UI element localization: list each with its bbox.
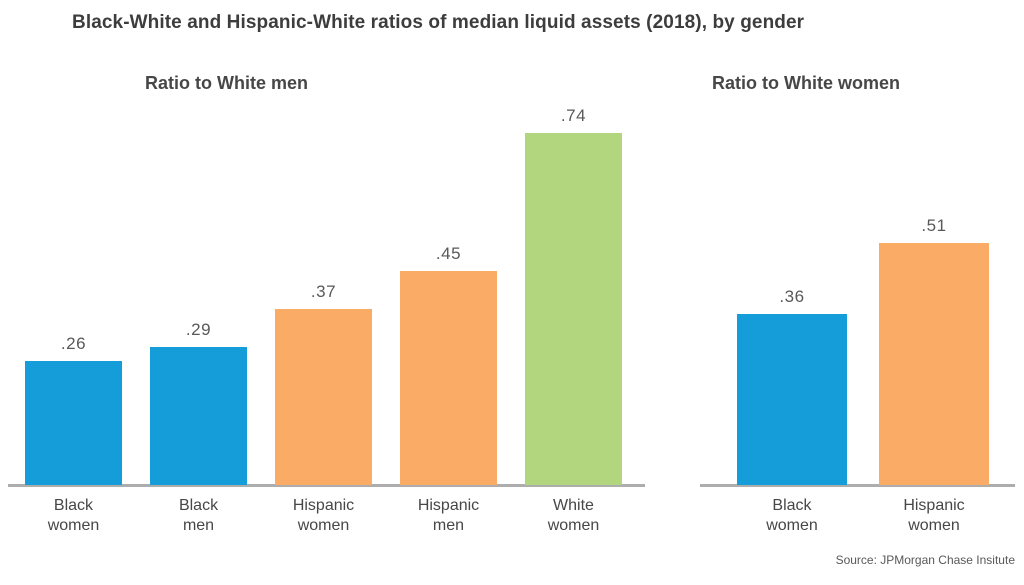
bar-zone: .36 <box>724 105 860 485</box>
category-label: Black women <box>47 497 100 534</box>
bar-group: .51 Hispanic women <box>866 105 1002 536</box>
bar-group: .74 White women <box>512 105 635 536</box>
bar-group: .29 Black men <box>137 105 260 536</box>
bar-value-label: .37 <box>310 282 337 301</box>
bar-plot-ratio-to-white-men: .26 Black women .29 Black men .37 Hispanic wo… <box>8 105 645 540</box>
bar-plot-ratio-to-white-women: .36 Black women .51 Hispanic women <box>700 105 1015 540</box>
category-label: White women <box>547 497 600 534</box>
category-label: Black women <box>766 497 818 534</box>
category-label: Black men <box>178 497 219 534</box>
bar-zone: .37 <box>262 105 385 485</box>
category-label: Hispanic women <box>292 497 355 534</box>
bar-group: .45 Hispanic men <box>387 105 510 536</box>
bar-value-label: .74 <box>560 106 587 125</box>
x-axis-line <box>700 484 1015 487</box>
bar <box>25 361 122 485</box>
bar-value-label: .26 <box>60 334 87 353</box>
chart-title: Black-White and Hispanic-White ratios of… <box>72 12 805 33</box>
bar-value-label: .36 <box>779 287 805 306</box>
bar-group: .37 Hispanic women <box>262 105 385 536</box>
bar <box>525 133 622 485</box>
bar <box>400 271 497 485</box>
bar-value-label: .29 <box>185 320 212 339</box>
bar-zone: .51 <box>866 105 1002 485</box>
bar <box>879 243 989 485</box>
bar-group: .36 Black women <box>724 105 860 536</box>
category-label: Hispanic men <box>417 497 480 534</box>
panel-title-ratio-to-white-men: Ratio to White men <box>145 73 308 93</box>
bar <box>737 314 847 485</box>
category-label: Hispanic women <box>903 497 965 534</box>
bar-value-label: .45 <box>435 244 462 263</box>
bar-group: .26 Black women <box>12 105 135 536</box>
bar-zone: .45 <box>387 105 510 485</box>
bar <box>150 347 247 485</box>
panel-title-ratio-to-white-women: Ratio to White women <box>712 73 900 93</box>
bar-zone: .74 <box>512 105 635 485</box>
bar-zone: .29 <box>137 105 260 485</box>
bar-value-label: .51 <box>921 216 947 235</box>
source-note: Source: JPMorgan Chase Insitute <box>835 553 1015 567</box>
bar-zone: .26 <box>12 105 135 485</box>
bar <box>275 309 372 485</box>
x-axis-line <box>8 484 645 487</box>
